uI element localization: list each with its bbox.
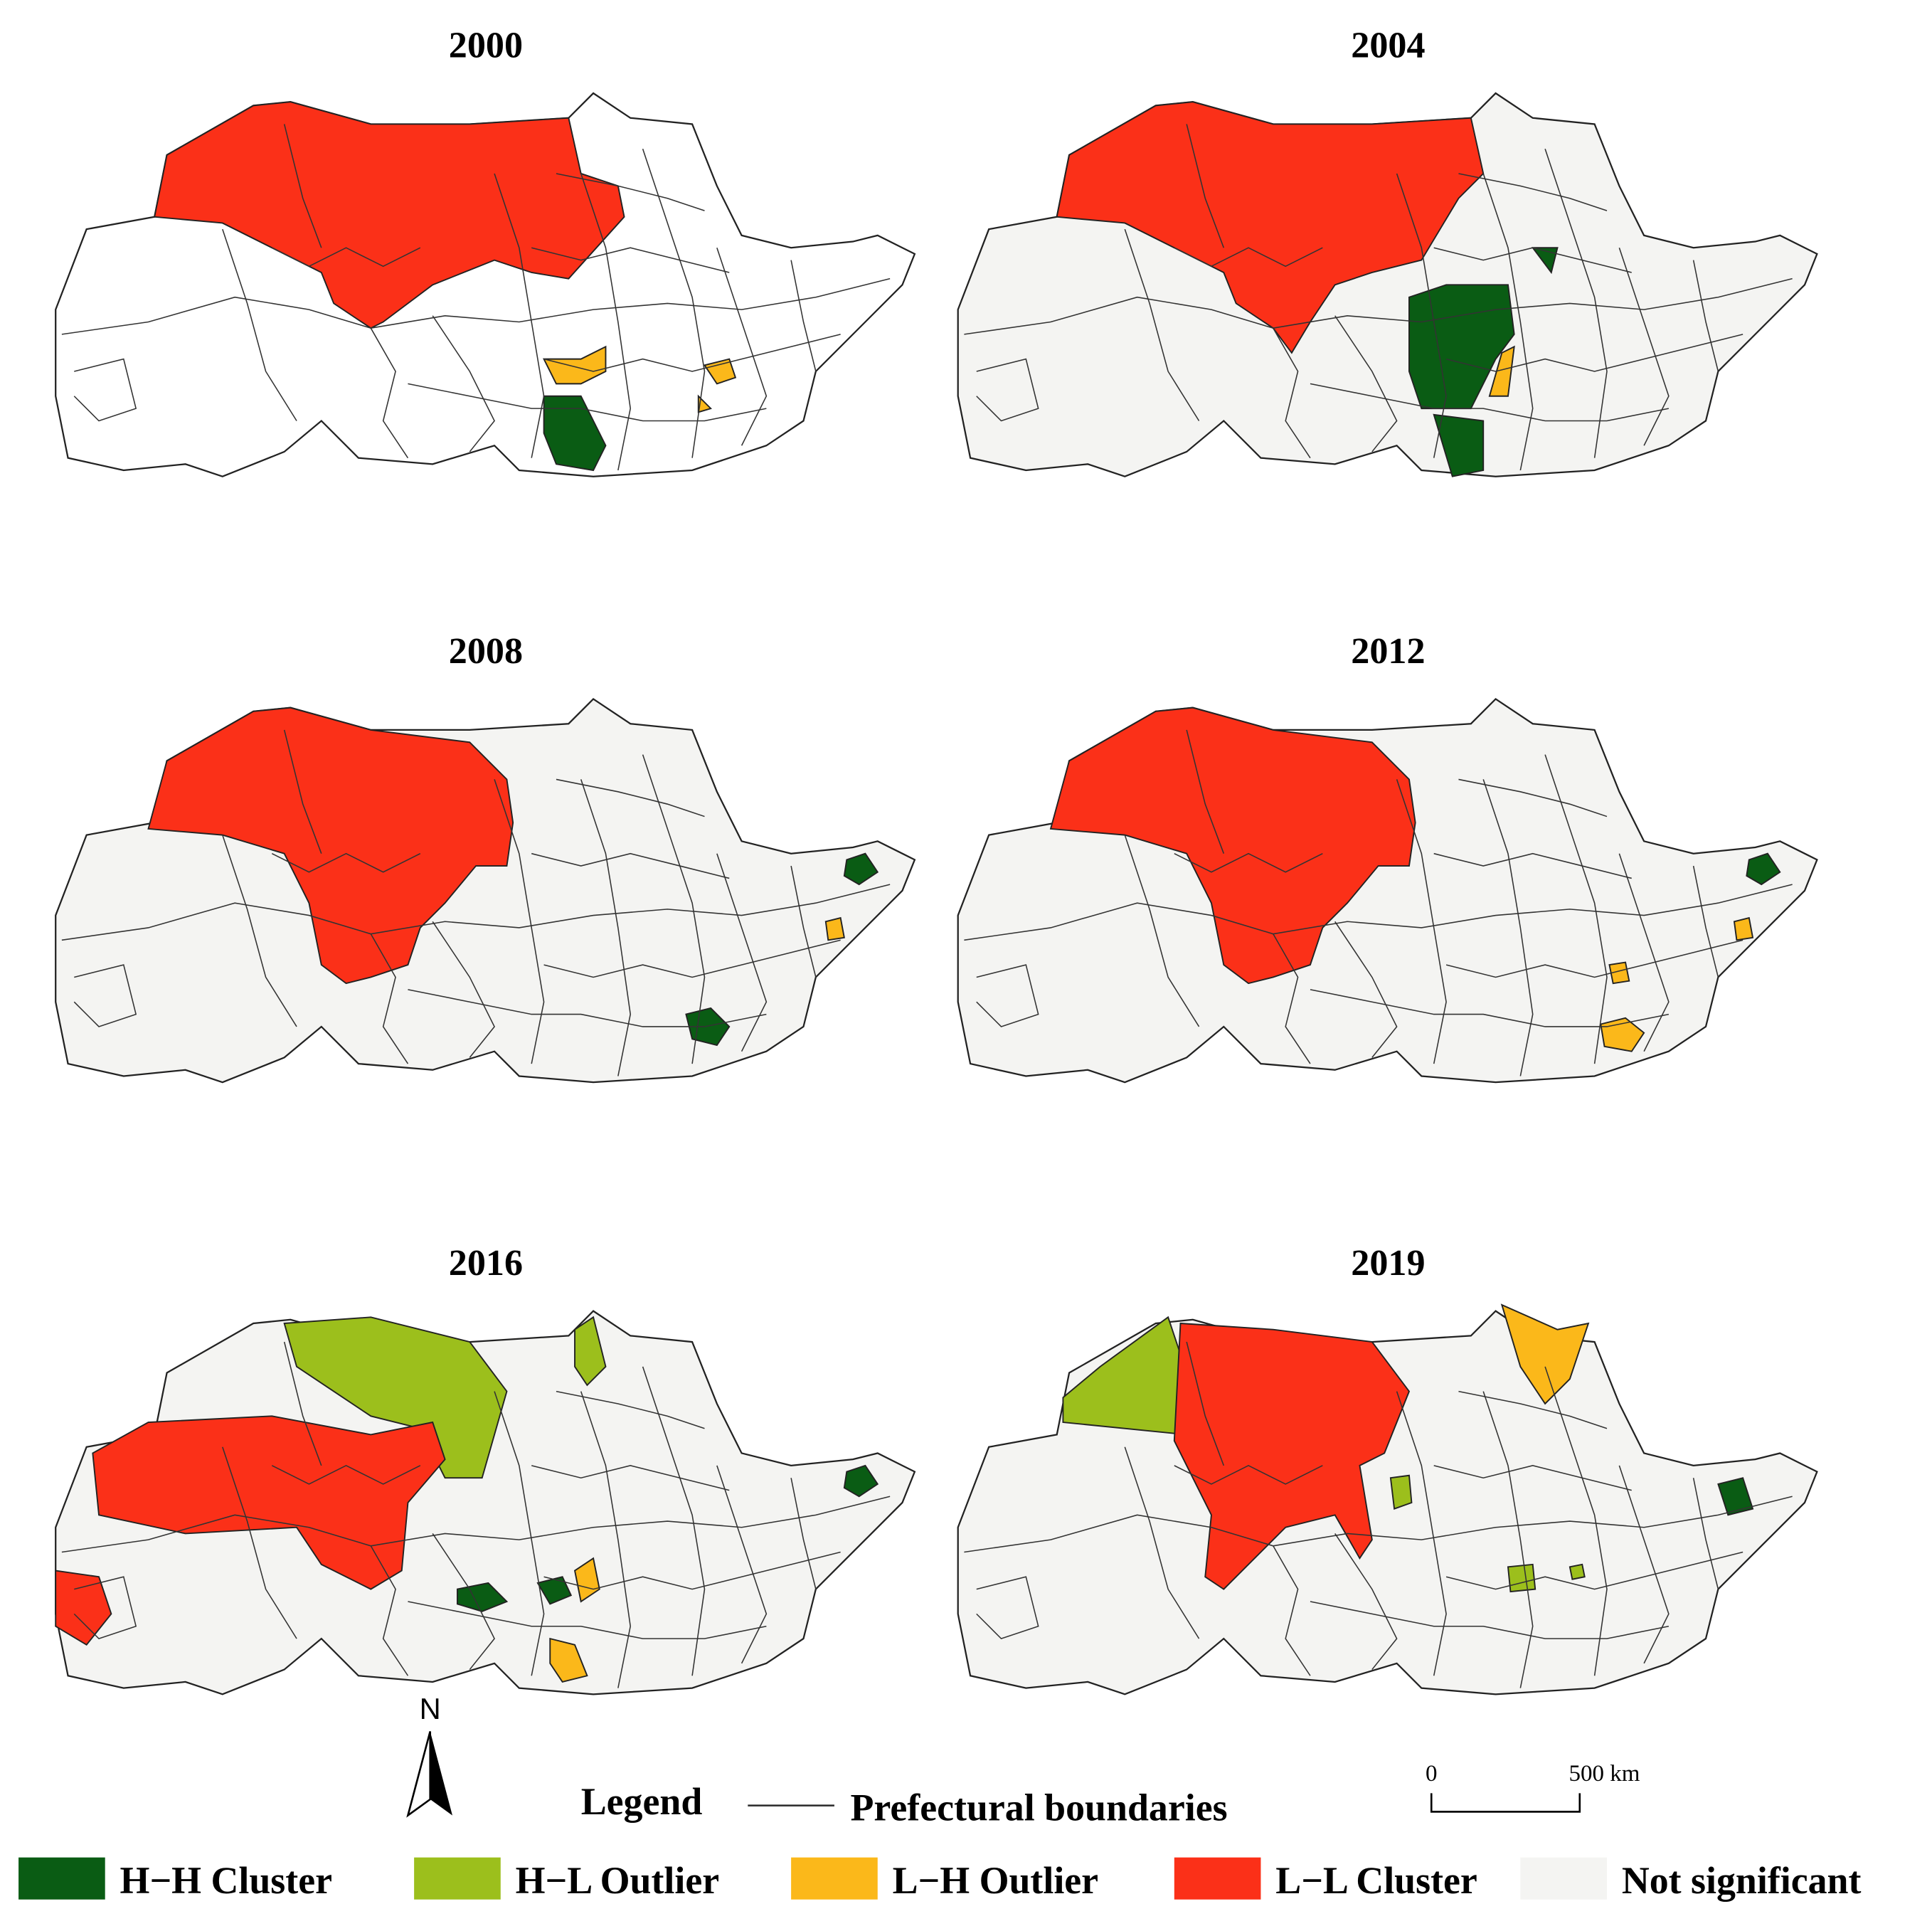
north-label: N — [420, 1692, 441, 1725]
cluster-region — [1569, 1563, 1586, 1580]
map-panel — [957, 1303, 1818, 1695]
cluster-region — [1600, 1017, 1645, 1052]
legend-swatch — [791, 1857, 878, 1900]
panel-title: 2016 — [449, 1243, 523, 1284]
cluster-region — [1389, 1474, 1413, 1510]
legend-label: H−H Cluster — [120, 1859, 332, 1902]
panel-title: 2019 — [1351, 1243, 1425, 1284]
legend-swatch — [1520, 1857, 1607, 1900]
cluster-region — [573, 1557, 600, 1603]
cluster-region — [1717, 1477, 1754, 1516]
cluster-region — [1173, 1322, 1411, 1590]
cluster-region — [1608, 961, 1630, 985]
legend-swatch — [18, 1857, 105, 1900]
scale-start: 0 — [1426, 1761, 1437, 1787]
cluster-region — [1500, 1303, 1590, 1405]
cluster-region — [824, 916, 845, 941]
north-arrow-right — [430, 1731, 452, 1816]
cluster-region — [1049, 707, 1416, 985]
cluster-region — [543, 395, 607, 472]
panel-title: 2012 — [1351, 631, 1425, 672]
cluster-region — [843, 852, 879, 886]
map-panel — [55, 698, 916, 1084]
legend-label: Not significant — [1622, 1859, 1862, 1902]
cluster-region — [574, 1316, 607, 1387]
scale-bar: 0 500 km — [1426, 1761, 1640, 1813]
cluster-region — [697, 394, 712, 413]
legend-swatch — [414, 1857, 501, 1900]
cluster-region — [154, 101, 625, 329]
cluster-region — [1433, 413, 1485, 477]
legend-swatch — [1174, 1857, 1261, 1900]
cluster-region — [1056, 101, 1485, 354]
scale-end: 500 km — [1569, 1761, 1640, 1787]
north-arrow-left — [406, 1731, 432, 1818]
scale-line — [1430, 1793, 1581, 1813]
cluster-region — [147, 707, 514, 985]
legend-label: H−L Outlier — [516, 1859, 720, 1902]
cluster-region — [92, 1415, 446, 1590]
map-panels: 2000 2004 2008 2012 2016 2019 — [55, 26, 1818, 1695]
map-panel — [957, 698, 1818, 1084]
cluster-region — [1408, 284, 1515, 410]
cluster-region — [703, 358, 737, 385]
panel-title: 2008 — [449, 631, 523, 672]
cluster-region — [843, 1464, 879, 1498]
legend-label: L−L Cluster — [1275, 1859, 1477, 1902]
legend-title: Legend — [581, 1780, 703, 1823]
panel-title: 2000 — [449, 26, 523, 66]
cluster-region — [55, 1570, 112, 1646]
cluster-region — [543, 345, 607, 385]
north-arrow: N — [406, 1692, 452, 1818]
legend-items: H−H Cluster H−L Outlier L−H Outlier L−L Clu… — [18, 1857, 1862, 1902]
map-panel — [55, 92, 916, 477]
cluster-region — [685, 1007, 731, 1047]
cluster-region — [1531, 247, 1559, 275]
cluster-region — [1488, 345, 1515, 397]
boundary-label: Prefectural boundaries — [851, 1787, 1228, 1829]
legend-label: L−H Outlier — [893, 1859, 1099, 1902]
map-panel — [55, 1310, 916, 1695]
cluster-region — [283, 1316, 508, 1479]
panel-title: 2004 — [1351, 26, 1425, 66]
cluster-region — [1733, 916, 1754, 941]
cluster-region — [1746, 852, 1781, 886]
cluster-region — [549, 1637, 588, 1683]
map-panel — [957, 92, 1818, 477]
cluster-region — [1507, 1563, 1536, 1593]
